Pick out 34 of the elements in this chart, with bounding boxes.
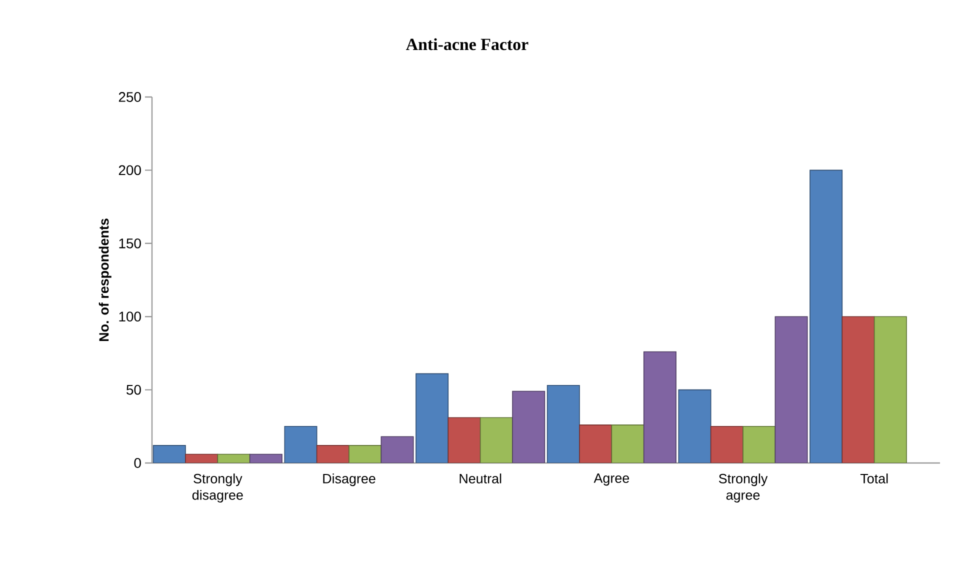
y-tick-label: 150: [119, 238, 141, 248]
bar: [448, 417, 481, 463]
y-tick-label: 250: [118, 92, 141, 102]
bar: [874, 316, 907, 463]
x-tick-label: Neutral: [460, 474, 502, 484]
x-tick-label: Strongly agree: [718, 474, 768, 502]
bar: [546, 385, 580, 463]
chart-title: Anti-acne Factor: [406, 38, 528, 50]
bar: [710, 426, 744, 463]
bar: [579, 424, 612, 463]
bar: [611, 424, 644, 463]
y-tick-label: 200: [118, 165, 141, 176]
x-tick-label: Agree: [594, 474, 630, 486]
bar: [643, 351, 676, 463]
bar: [742, 426, 776, 463]
bar: [842, 316, 875, 463]
bar: [316, 445, 350, 463]
bar: [774, 316, 808, 463]
bar: [810, 170, 843, 463]
bar: [416, 373, 449, 463]
bar: [512, 390, 546, 463]
y-axis-title: No. of respondents: [98, 218, 112, 341]
x-tick-label: Total: [860, 474, 888, 484]
x-tick-label: Disagree: [323, 474, 376, 486]
bar: [480, 417, 513, 463]
bar: [152, 445, 186, 463]
y-tick-label: 50: [126, 384, 141, 395]
y-tick-label: 0: [134, 458, 141, 468]
bar: [380, 436, 414, 463]
bar: [678, 389, 712, 463]
bar: [284, 426, 318, 463]
y-tick-label: 100: [119, 312, 141, 322]
bar: [348, 445, 382, 463]
x-tick-label: Strongly disagree: [192, 474, 243, 502]
